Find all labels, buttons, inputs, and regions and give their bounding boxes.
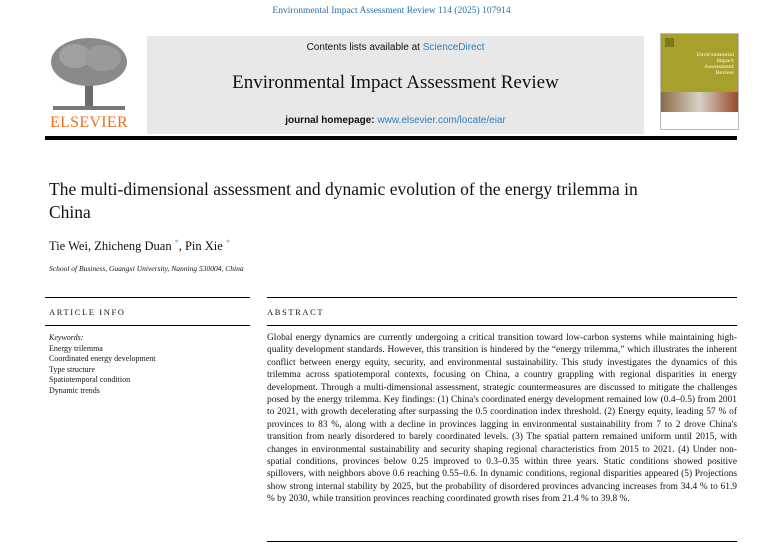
article-title: The multi-dimensional assessment and dyn… bbox=[49, 179, 638, 222]
header-divider bbox=[45, 136, 737, 140]
cover-title: Environmental Impact Assessment Review bbox=[696, 52, 734, 76]
keyword: Type structure bbox=[49, 364, 95, 374]
divider bbox=[267, 541, 737, 542]
homepage-link[interactable]: www.elsevier.com/locate/eiar bbox=[377, 115, 506, 126]
article-info-heading: ARTICLE INFO bbox=[49, 307, 126, 317]
journal-citation[interactable]: Environmental Impact Assessment Review 1… bbox=[272, 6, 511, 16]
corresponding-author-mark[interactable]: * bbox=[225, 238, 230, 247]
corresponding-author-mark[interactable]: * bbox=[174, 238, 179, 247]
sciencedirect-link[interactable]: ScienceDirect bbox=[422, 42, 485, 53]
keyword: Spatiotemporal condition bbox=[49, 375, 131, 384]
author-separator: , bbox=[87, 239, 95, 254]
author-list: Tie Wei, Zhicheng Duan *, Pin Xie * bbox=[49, 238, 230, 254]
elsevier-logo[interactable]: ELSEVIER bbox=[45, 34, 133, 132]
author[interactable]: Tie Wei bbox=[49, 239, 88, 254]
author[interactable]: Pin Xie bbox=[184, 239, 223, 254]
divider bbox=[267, 325, 737, 326]
keywords: Keywords: Energy trilemma Coordinated en… bbox=[49, 333, 156, 396]
keyword: Dynamic trends bbox=[49, 385, 100, 395]
contents-prefix: Contents lists available at bbox=[306, 42, 423, 53]
homepage-prefix: journal homepage: bbox=[285, 115, 378, 126]
author[interactable]: Zhicheng Duan bbox=[94, 239, 172, 254]
journal-cover[interactable]: Environmental Impact Assessment Review bbox=[660, 33, 739, 130]
author-separator: , bbox=[178, 239, 185, 254]
keyword: Energy trilemma bbox=[49, 343, 103, 353]
tree-logo-icon bbox=[51, 38, 127, 110]
abstract-text: Global energy dynamics are currently und… bbox=[267, 333, 737, 505]
journal-title: Environmental Impact Assessment Review bbox=[232, 72, 559, 93]
elsevier-wordmark: ELSEVIER bbox=[50, 114, 128, 131]
divider bbox=[45, 325, 250, 326]
journal-header: Contents lists available at ScienceDirec… bbox=[147, 36, 644, 134]
divider bbox=[267, 297, 737, 298]
homepage-line: journal homepage: www.elsevier.com/locat… bbox=[147, 115, 644, 126]
keywords-label: Keywords: bbox=[49, 333, 84, 342]
keyword: Coordinated energy development bbox=[49, 354, 156, 363]
divider bbox=[45, 297, 250, 298]
abstract-heading: ABSTRACT bbox=[267, 307, 325, 317]
contents-line: Contents lists available at ScienceDirec… bbox=[147, 42, 644, 53]
affiliation: School of Business, Guangxi University, … bbox=[49, 264, 244, 273]
